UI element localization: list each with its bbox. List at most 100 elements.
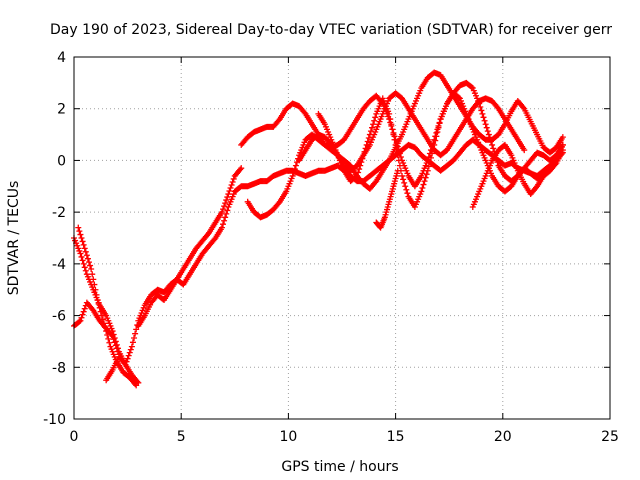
data-point: [434, 128, 441, 135]
y-axis-label: SDTVAR / TECUs: [6, 181, 22, 296]
data-point: [354, 172, 361, 179]
data-point: [91, 281, 98, 288]
data-point: [484, 128, 491, 135]
data-point: [124, 355, 131, 362]
data-point: [79, 257, 86, 264]
data-point: [431, 136, 438, 143]
data-point: [81, 245, 88, 252]
data-point: [80, 308, 87, 315]
data-point: [291, 166, 298, 173]
data-point: [81, 305, 88, 312]
data-point: [225, 191, 232, 198]
data-point: [387, 116, 394, 123]
data-point: [429, 150, 436, 157]
data-point: [211, 236, 218, 243]
data-point: [435, 124, 442, 131]
y-tick-label: 2: [57, 102, 66, 118]
data-point: [129, 339, 136, 346]
data-point: [223, 197, 230, 204]
data-point: [224, 207, 231, 214]
data-point: [425, 163, 432, 170]
series-track-k: [296, 90, 528, 174]
data-point: [370, 121, 377, 128]
data-point: [94, 297, 101, 304]
data-point: [80, 260, 87, 267]
data-point: [352, 173, 359, 180]
data-point: [394, 152, 401, 159]
data-point: [395, 157, 402, 164]
data-point: [533, 184, 540, 191]
series-track-d: [103, 353, 142, 386]
data-point: [399, 172, 406, 179]
data-point: [76, 228, 83, 235]
data-point: [227, 185, 234, 192]
data-point: [364, 138, 371, 145]
data-point: [486, 135, 493, 142]
data-point: [356, 166, 363, 173]
data-point: [95, 300, 102, 307]
data-point: [223, 210, 230, 217]
x-tick-label: 10: [279, 429, 297, 445]
data-point: [79, 311, 86, 318]
data-point: [372, 179, 379, 186]
data-point: [481, 117, 488, 124]
data-point: [228, 181, 235, 188]
x-tick-label: 0: [70, 429, 79, 445]
data-point: [365, 135, 372, 142]
data-point: [401, 179, 408, 186]
x-tick-label: 15: [387, 429, 405, 445]
data-point: [88, 266, 95, 273]
data-point: [96, 304, 103, 311]
data-point: [404, 190, 411, 197]
data-point: [84, 255, 91, 262]
x-tick-label: 25: [601, 429, 619, 445]
data-point: [427, 154, 434, 161]
data-point: [455, 94, 462, 101]
data-point: [478, 107, 485, 114]
data-point: [485, 131, 492, 138]
data-point: [135, 379, 142, 386]
data-point: [98, 312, 105, 319]
marks-layer: [71, 69, 566, 389]
data-point: [432, 137, 439, 144]
data-point: [133, 326, 140, 333]
data-point: [372, 114, 379, 121]
data-point: [421, 178, 428, 185]
y-tick-label: -2: [52, 205, 66, 221]
data-point: [83, 252, 90, 259]
data-point: [423, 171, 430, 178]
data-point: [480, 114, 487, 121]
data-point: [221, 203, 228, 210]
data-point: [389, 126, 396, 133]
data-point: [105, 335, 112, 342]
data-point: [97, 308, 104, 315]
data-point: [393, 147, 400, 154]
data-point: [81, 264, 88, 271]
y-tick-label: -10: [43, 412, 66, 428]
data-point: [559, 141, 566, 148]
data-point: [218, 224, 225, 231]
series-track-c: [71, 299, 123, 358]
x-tick-label: 5: [177, 429, 186, 445]
data-point: [114, 348, 121, 355]
data-point: [419, 185, 426, 192]
data-point: [483, 124, 490, 131]
data-point: [391, 136, 398, 143]
data-point: [230, 175, 237, 182]
data-point: [369, 124, 376, 131]
data-point: [220, 206, 227, 213]
data-point: [436, 120, 443, 127]
data-point: [559, 134, 566, 141]
data-point: [545, 166, 552, 173]
x-tick-label: 20: [494, 429, 512, 445]
data-point: [275, 117, 282, 124]
data-point: [490, 145, 497, 152]
data-point: [89, 306, 96, 313]
data-point: [521, 147, 528, 154]
data-point: [397, 153, 404, 160]
data-point: [78, 314, 85, 321]
data-point: [78, 253, 85, 260]
data-point: [132, 330, 139, 337]
data-point: [494, 104, 501, 111]
data-point: [489, 141, 496, 148]
